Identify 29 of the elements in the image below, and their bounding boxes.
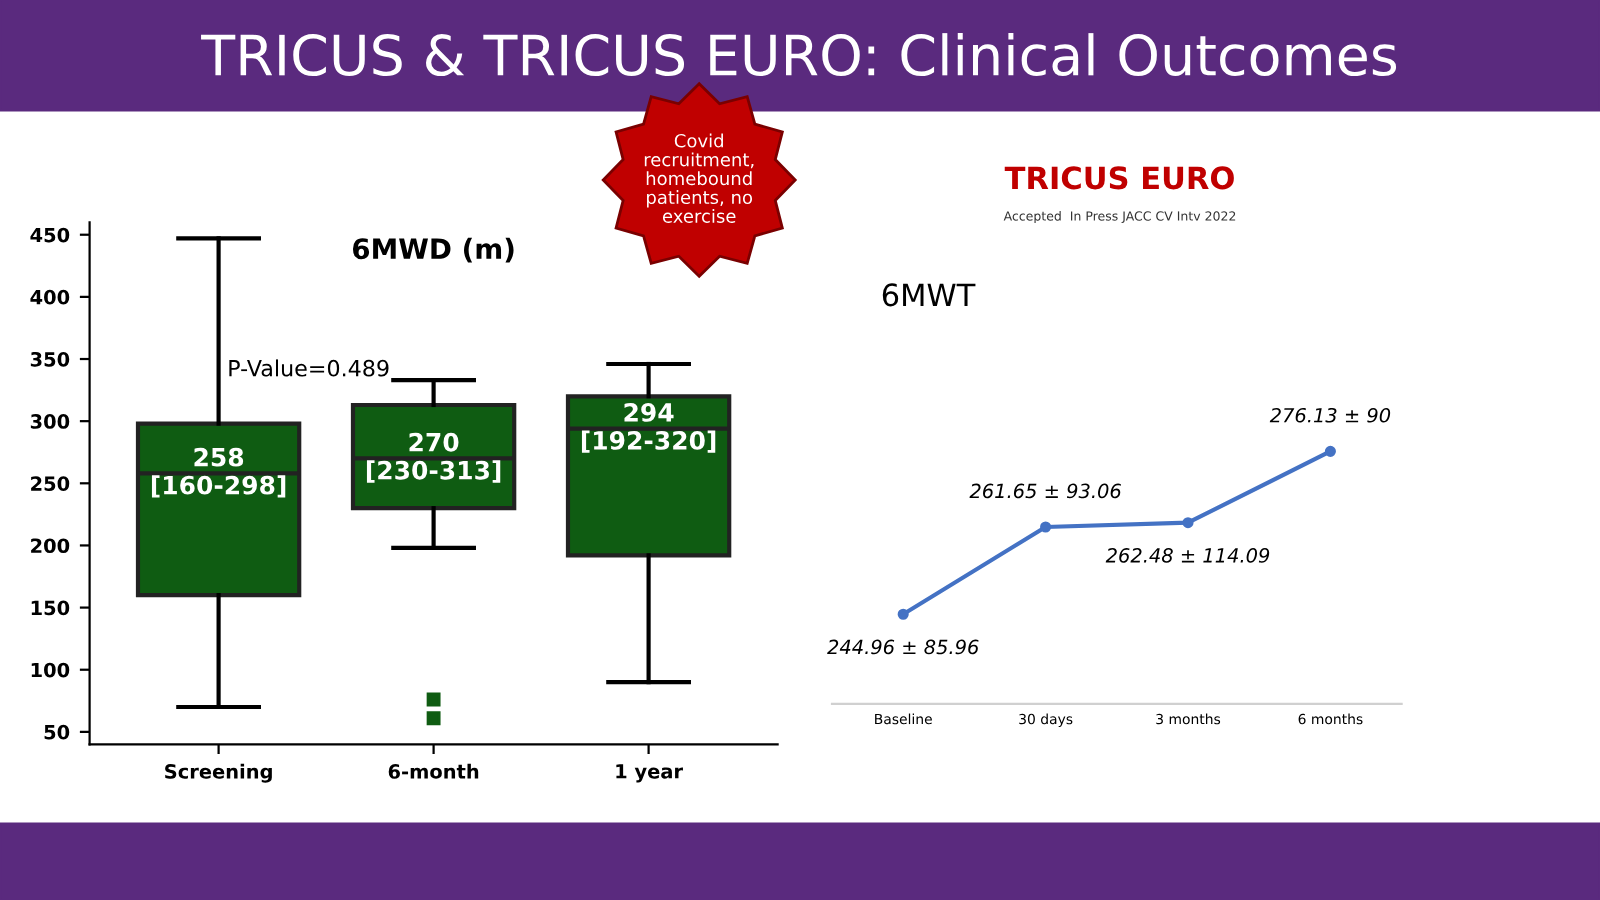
y-tick-label: 250	[31, 476, 70, 491]
annotation: 294 [192-320]	[581, 402, 716, 453]
annotation: 270 [230-313]	[366, 432, 501, 483]
x-tick-label: Screening	[165, 763, 272, 783]
y-tick-label: 150	[31, 600, 70, 616]
data-label: 262.48 ± 114.09	[1105, 548, 1270, 563]
y-tick-label: 350	[30, 351, 70, 367]
chart-title: TRICUS & TRICUS EURO: Clinical Outcomes	[201, 33, 1397, 77]
point	[1040, 521, 1052, 533]
text: 6MWD (m)	[352, 237, 514, 263]
y-tick-label: 200	[31, 538, 70, 554]
annotation: 258 [160-298]	[151, 447, 286, 498]
y-tick-label: 400	[30, 289, 70, 305]
x-tick-label: 1 year	[616, 764, 683, 783]
point	[897, 608, 909, 620]
y-tick-label: 50	[44, 724, 70, 740]
data-label: 276.13 ± 90	[1269, 407, 1391, 423]
point	[1182, 517, 1194, 529]
text: 6MWT	[882, 283, 976, 307]
data-label: 261.65 ± 93.06	[969, 483, 1121, 499]
annotation: Covid recruitment, homebound patients, no exercise	[644, 133, 754, 223]
point	[1324, 445, 1336, 457]
y-tick-label: 450	[30, 227, 70, 243]
x-tick-label: 6-month	[388, 763, 479, 779]
chart-title: TRICUS EURO	[1004, 166, 1234, 190]
annotation: P-Value=0.489	[229, 359, 389, 377]
y-tick-label: 300	[30, 414, 70, 429]
y-tick-label: 100	[31, 662, 70, 678]
data-label: 244.96 ± 85.96	[827, 639, 979, 655]
